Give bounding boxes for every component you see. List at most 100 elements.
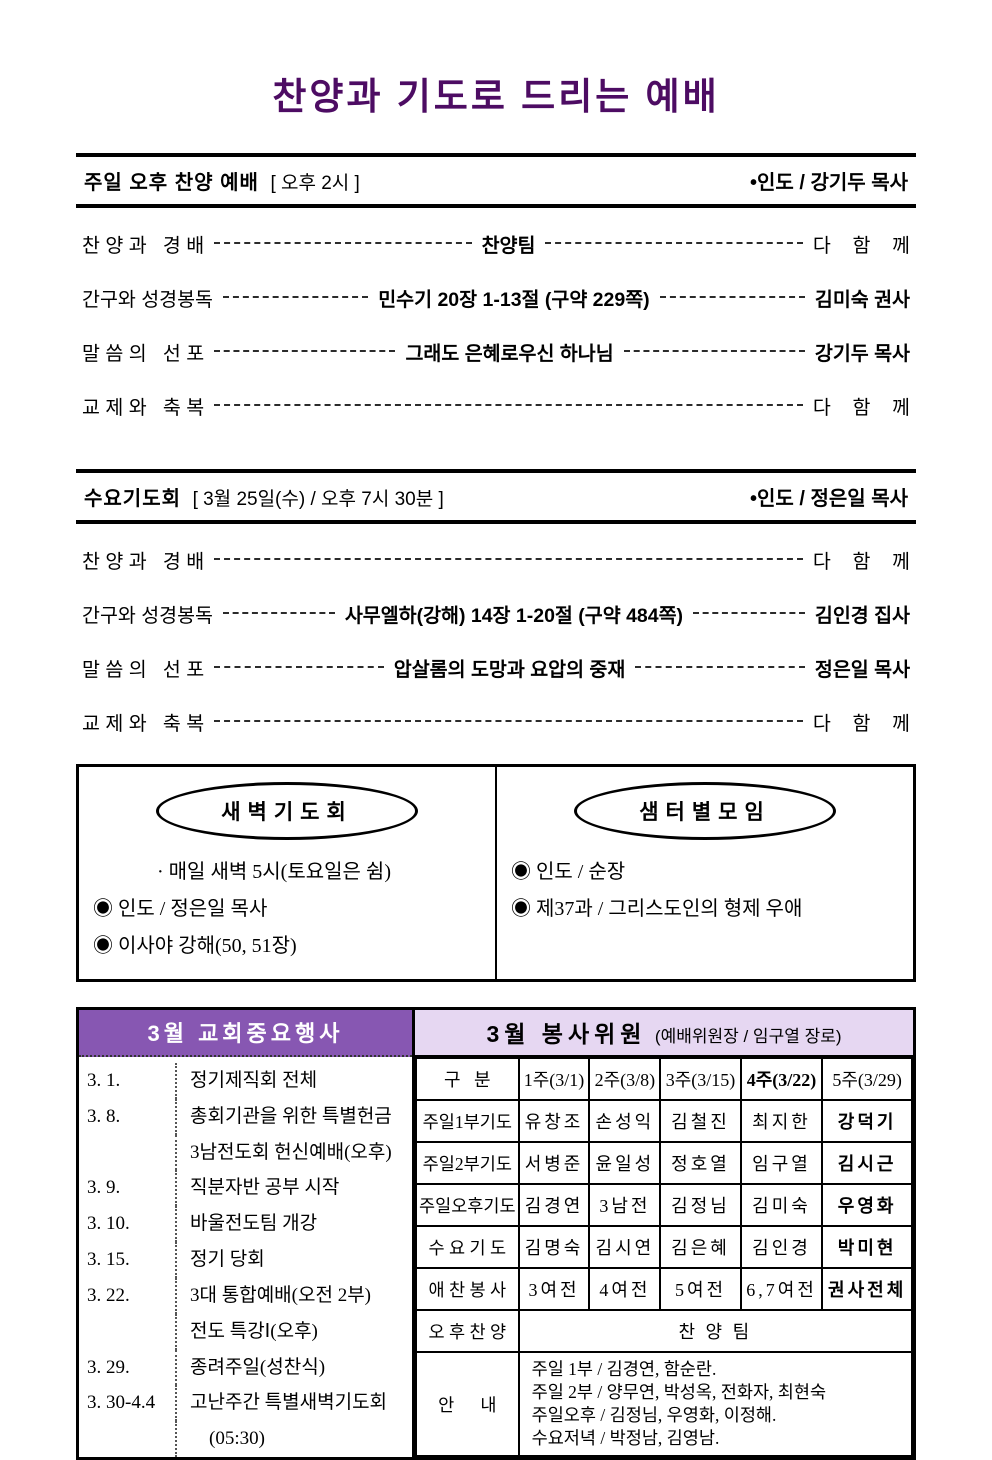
volunteer-name: 3남전 xyxy=(588,1183,662,1227)
info-line: 주일 1부 / 김경연, 함순란. xyxy=(531,1359,717,1379)
event-date: 3. 8. xyxy=(87,1105,121,1127)
order-item-content: 찬양팀 xyxy=(481,234,536,257)
volunteers-row-label: 주일2부기도 xyxy=(415,1141,520,1185)
info-line: 주일 2부 / 양무연, 박성옥, 전화자, 최현숙 xyxy=(531,1382,827,1402)
volunteer-name: 박미현 xyxy=(821,1225,913,1269)
order-item: 간구와 성경봉독 민수기 20장 1-13절 (구약 229쪽) 김미숙 권사 xyxy=(82,270,910,324)
order-item-label: 찬 양 과 경 배 xyxy=(82,550,205,573)
order-item-person: 다 함 께 xyxy=(812,712,910,735)
service-2-header: 수요기도회 [ 3월 25일(수) / 오후 7시 30분 ] •인도 / 정은… xyxy=(76,469,916,524)
volunteer-name: 김경연 xyxy=(517,1183,591,1227)
dawn-prayer-line: ◉ 인도 / 정은일 목사 xyxy=(93,898,268,920)
service-2-leader: •인도 / 정은일 목사 xyxy=(749,488,908,510)
volunteer-name: 임구열 xyxy=(739,1141,824,1185)
event-description: 고난주간 특별새벽기도회 xyxy=(175,1385,412,1422)
volunteers-col-header: 1주(3/1) xyxy=(517,1057,591,1101)
order-item-label: 찬 양 과 경 배 xyxy=(82,234,205,257)
dash-leader xyxy=(223,612,335,614)
service-2-name: 수요기도회 xyxy=(84,488,181,510)
volunteers-subtitle: (예배위원장 / 임구열 장로) xyxy=(654,1027,842,1046)
service-1-leader: •인도 / 강기두 목사 xyxy=(749,172,908,194)
order-item-person: 다 함 께 xyxy=(812,550,910,573)
dawn-prayer-title: 새벽기도회 xyxy=(156,782,418,840)
volunteers-col-header: 4주(3/22) xyxy=(739,1057,824,1101)
volunteer-name: 강덕기 xyxy=(821,1099,913,1143)
info-label: 안 내 xyxy=(415,1351,520,1457)
volunteers-row-label: 수 요 기 도 xyxy=(415,1225,520,1269)
volunteers-col-header: 3주(3/15) xyxy=(659,1057,742,1101)
dash-leader xyxy=(214,350,396,352)
event-date xyxy=(79,1314,175,1350)
order-item-person: 정은일 목사 xyxy=(814,658,911,681)
volunteers-row: 수 요 기 도 김명숙 김시연 김은혜 김인경 박미현 xyxy=(415,1225,913,1269)
order-item: 간구와 성경봉독 사무엘하(강해) 14장 1-20절 (구약 484쪽) 김인경 … xyxy=(82,586,910,640)
volunteer-name: 권사전체 xyxy=(821,1267,913,1311)
event-description: 총회기관을 위한 특별헌금 xyxy=(175,1098,412,1135)
volunteer-name: 김은혜 xyxy=(659,1225,742,1269)
volunteer-name: 우영화 xyxy=(821,1183,913,1227)
event-description: 종려주일(성찬식) xyxy=(175,1349,412,1386)
volunteers-col-header: 5주(3/29) xyxy=(821,1057,913,1101)
order-item-content: 압살롬의 도망과 요압의 중재 xyxy=(393,658,626,681)
order-item-person: 다 함 께 xyxy=(812,396,910,419)
info-line: 주일오후 / 김정님, 우영화, 이정해. xyxy=(531,1405,777,1425)
dash-leader xyxy=(623,350,805,352)
volunteers-row: 주일1부기도 유창조 손성익 김철진 최지한 강덕기 xyxy=(415,1099,913,1143)
event-date: 3. 1. xyxy=(87,1070,121,1091)
info-row: 안 내 주일 1부 / 김경연, 함순란. 주일 2부 / 양무연, 박성옥, 전화… xyxy=(415,1351,914,1457)
order-item-label: 간구와 성경봉독 xyxy=(82,604,213,627)
event-description: 바울전도팀 개강 xyxy=(175,1206,412,1243)
volunteers-row: 주일2부기도 서병준 윤일성 정호열 임구열 김시근 xyxy=(415,1141,913,1185)
service-1-name: 주일 오후 찬양 예배 xyxy=(84,172,259,194)
volunteer-name: 최지한 xyxy=(739,1099,824,1143)
bottom-tables: 3월 교회중요행사 3. 1. 정기제직회 전체 3. 8. 총회기관을 위한 특별헌… xyxy=(76,1007,916,1460)
order-item-person: 다 함 께 xyxy=(812,234,910,257)
event-description: 전도 특강Ⅰ(오후) xyxy=(175,1313,412,1350)
order-item-label: 교 제 와 축 복 xyxy=(82,396,205,419)
volunteer-name: 4여전 xyxy=(588,1267,662,1311)
event-date: 3. 29. xyxy=(87,1356,130,1378)
event-date: 3. 22. xyxy=(87,1284,130,1306)
cell-group-box: 샘터별모임 ◉ 인도 / 순장 ◉ 제37과 / 그리스도인의 형제 우애 xyxy=(497,767,913,979)
prayer-boxes: 새벽기도회 · 매일 새벽 5시(토요일은 쉼) ◉ 인도 / 정은일 목사 ◉… xyxy=(76,764,916,982)
volunteers-table: 3월 봉사위원 (예배위원장 / 임구열 장로) 구 분 1주(3/1) 2주(3/… xyxy=(415,1010,914,1457)
afternoon-praise-label: 오 후 찬 양 xyxy=(415,1309,520,1353)
volunteers-row-label: 애 찬 봉 사 xyxy=(415,1267,520,1311)
dawn-prayer-line: ◉ 이사야 강해(50, 51장) xyxy=(93,935,297,957)
event-description: 직분자반 공부 시작 xyxy=(175,1170,412,1207)
order-item: 말 씀 의 선 포 그래도 은혜로우신 하나님 강기두 목사 xyxy=(82,324,910,378)
page-title: 찬양과 기도로 드리는 예배 xyxy=(272,76,720,117)
cell-group-title: 샘터별모임 xyxy=(574,782,836,840)
dash-leader xyxy=(214,666,384,668)
volunteer-name: 6,7여전 xyxy=(739,1267,824,1311)
volunteer-name: 김시연 xyxy=(588,1225,662,1269)
dash-leader xyxy=(214,720,803,722)
volunteers-row: 주일오후기도 김경연 3남전 김정님 김미숙 우영화 xyxy=(415,1183,913,1227)
volunteer-name: 김미숙 xyxy=(739,1183,824,1227)
volunteers-row-label: 주일오후기도 xyxy=(415,1183,520,1227)
volunteer-name: 서병준 xyxy=(517,1141,591,1185)
order-item: 말 씀 의 선 포 압살롬의 도망과 요압의 중재 정은일 목사 xyxy=(82,640,910,694)
event-date: 3. 10. xyxy=(87,1213,130,1235)
dash-leader xyxy=(214,404,803,406)
order-item-content: 그래도 은혜로우신 하나님 xyxy=(405,342,614,365)
order-item-person: 김인경 집사 xyxy=(814,604,910,627)
order-item-label: 말 씀 의 선 포 xyxy=(82,658,205,681)
volunteers-row-label: 주일1부기도 xyxy=(415,1099,520,1143)
event-date: 3. 30-4.4 xyxy=(87,1392,156,1414)
event-description: 3대 통합예배(오전 2부) xyxy=(175,1277,412,1314)
volunteers-header-row: 구 분 1주(3/1) 2주(3/8) 3주(3/15) 4주(3/22) 5주(3/29… xyxy=(415,1057,913,1101)
volunteer-name: 유창조 xyxy=(517,1099,591,1143)
afternoon-praise-value: 찬 양 팀 xyxy=(517,1309,914,1353)
event-description: 정기제직회 전체 xyxy=(175,1063,412,1099)
order-item: 찬 양 과 경 배 찬양팀 다 함 께 xyxy=(82,216,910,270)
event-date xyxy=(79,1421,175,1457)
dash-leader xyxy=(223,296,369,298)
info-line: 수요저녁 / 박정남, 김영남. xyxy=(531,1428,720,1448)
dash-leader xyxy=(659,296,805,298)
dash-leader xyxy=(635,666,805,668)
